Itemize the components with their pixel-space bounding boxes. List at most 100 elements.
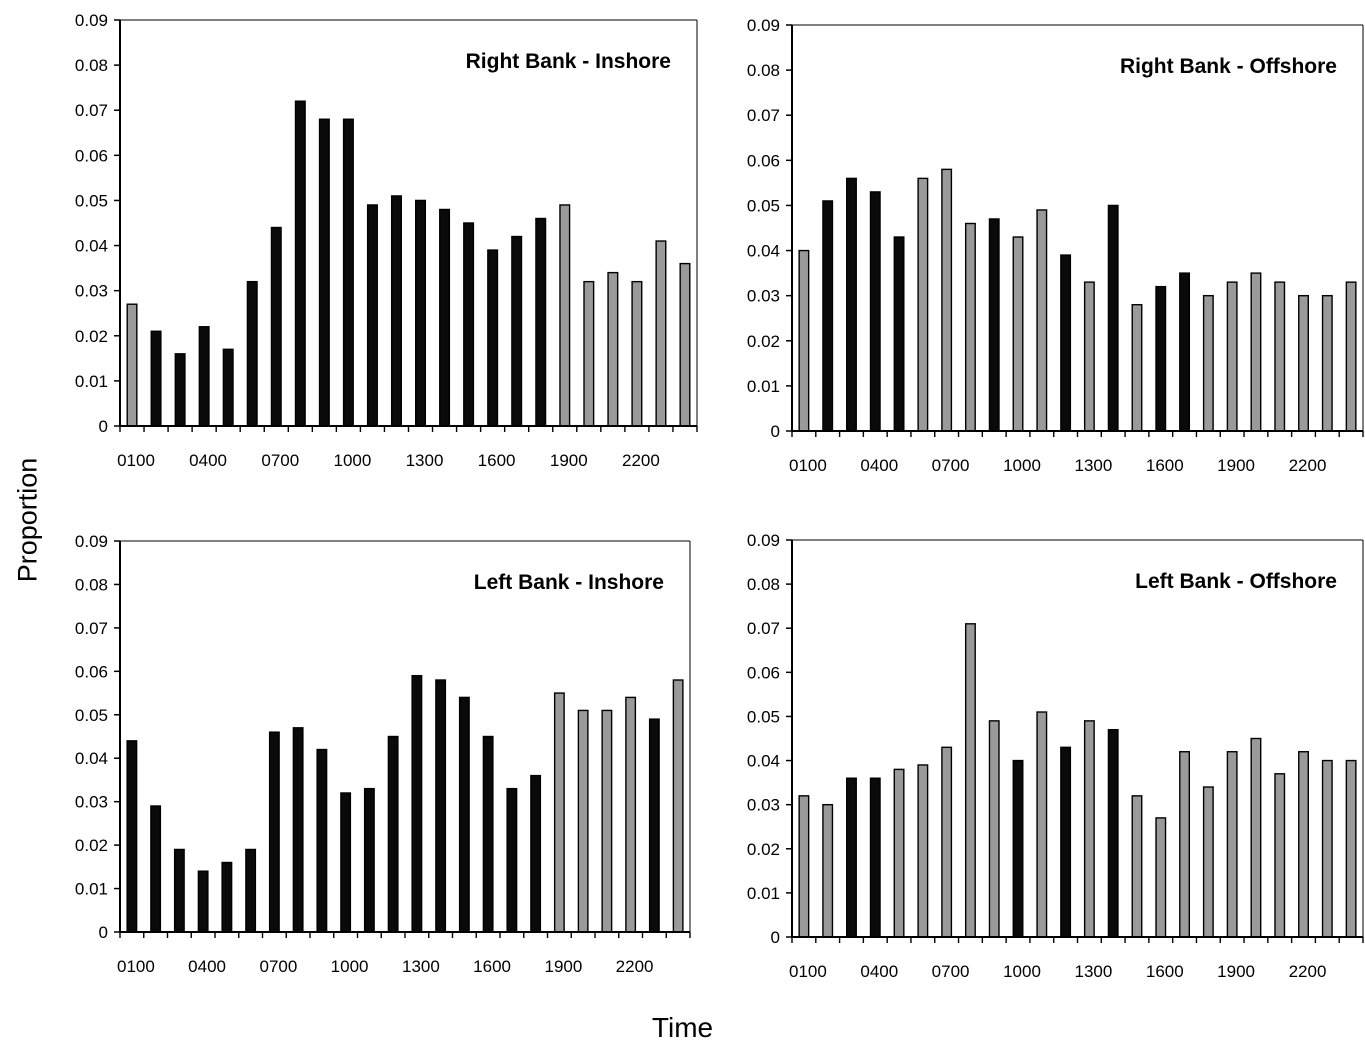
panel-title: Right Bank - Offshore <box>1120 55 1337 78</box>
x-tick-label: 2200 <box>1289 962 1327 981</box>
bar-0800 <box>294 100 306 427</box>
x-tick-label: 0400 <box>860 962 898 981</box>
x-tick-label: 0700 <box>932 962 970 981</box>
bar-0300 <box>174 353 186 427</box>
y-tick-label: 0.09 <box>747 16 780 35</box>
x-tick-label: 0400 <box>860 456 898 475</box>
bar-2300 <box>1321 759 1333 938</box>
x-tick-label: 1000 <box>333 451 371 470</box>
bar-2100 <box>1274 281 1286 432</box>
bar-0600 <box>245 848 257 933</box>
bar-1100 <box>366 204 378 427</box>
bar-0600 <box>917 177 929 432</box>
bar-0700 <box>941 168 953 432</box>
y-tick-label: 0.08 <box>747 575 780 594</box>
bar-0600 <box>246 280 258 427</box>
x-tick-label: 1900 <box>1217 456 1255 475</box>
panel-title: Left Bank - Offshore <box>1135 570 1337 593</box>
bar-1100 <box>363 787 375 933</box>
chart-panel-1: 0.09 0.08 0.07 0.06 0.05 0.04 0.03 0.02 0.01 0 010… <box>75 11 698 470</box>
bar-1500 <box>1131 303 1143 432</box>
y-tick-label: 0.02 <box>75 327 108 346</box>
bar-0800 <box>964 623 976 938</box>
bar-1700 <box>1179 751 1191 938</box>
bar-2000 <box>577 709 589 933</box>
bar-1000 <box>340 792 352 933</box>
bar-0900 <box>318 118 330 427</box>
x-tick-label: 0700 <box>261 451 299 470</box>
x-tick-label: 1900 <box>550 451 588 470</box>
y-tick-label: 0 <box>99 923 108 942</box>
x-tick-label: 1300 <box>406 451 444 470</box>
bar-0400 <box>197 870 209 933</box>
bar-2400 <box>1345 759 1357 938</box>
x-tick-label: 0700 <box>259 957 297 976</box>
y-tick-label: 0.03 <box>75 793 108 812</box>
bar-0800 <box>292 727 304 933</box>
y-tick-label: 0.09 <box>75 532 108 551</box>
bar-0400 <box>869 777 881 938</box>
panel-title: Right Bank - Inshore <box>466 50 671 73</box>
bar-0500 <box>893 768 905 938</box>
x-tick-label: 1000 <box>331 957 369 976</box>
x-tick-label: 2200 <box>622 451 660 470</box>
bar-1900 <box>1226 751 1238 938</box>
y-tick-label: 0.08 <box>75 56 108 75</box>
y-tick-label: 0.07 <box>747 619 780 638</box>
bar-0900 <box>988 720 1000 938</box>
y-tick-label: 0.07 <box>747 106 780 125</box>
x-tick-label: 1300 <box>1074 962 1112 981</box>
bar-0100 <box>798 795 810 938</box>
y-tick-label: 0.05 <box>747 196 780 215</box>
bar-1900 <box>1226 281 1238 432</box>
bar-0300 <box>846 777 857 938</box>
y-tick-label: 0.04 <box>75 749 108 768</box>
bar-1200 <box>1060 254 1072 432</box>
y-tick-label: 0.01 <box>75 372 108 391</box>
y-tick-label: 0.02 <box>747 332 780 351</box>
bar-0700 <box>941 746 953 938</box>
bar-0400 <box>869 191 881 432</box>
y-tick-label: 0 <box>771 422 780 441</box>
bar-1700 <box>1179 272 1191 432</box>
y-tick-label: 0.06 <box>75 662 108 681</box>
x-tick-label: 1600 <box>1146 962 1184 981</box>
bar-1900 <box>559 204 571 427</box>
x-tick-label: 1000 <box>1003 456 1041 475</box>
bar-2200 <box>1298 751 1309 938</box>
chart-panel-4: 0.09 0.08 0.07 0.06 0.05 0.04 0.03 0.02 0.01 0 010… <box>747 531 1364 981</box>
bar-2300 <box>1321 294 1333 432</box>
bar-1000 <box>1012 236 1024 432</box>
bar-1600 <box>487 249 499 427</box>
y-tick-label: 0.03 <box>75 282 108 301</box>
bar-0400 <box>198 326 210 427</box>
bar-0800 <box>964 222 976 432</box>
y-tick-label: 0.04 <box>75 237 108 256</box>
bar-2300 <box>655 240 667 427</box>
bar-2200 <box>631 280 643 427</box>
bar-1800 <box>1202 294 1214 432</box>
bar-0100 <box>798 249 810 432</box>
bar-1700 <box>506 787 518 933</box>
y-tick-label: 0.06 <box>747 663 780 682</box>
bar-2200 <box>1298 294 1309 432</box>
y-tick-label: 0.06 <box>747 151 780 170</box>
x-tick-label: 0400 <box>188 957 226 976</box>
bar-1500 <box>1131 795 1143 938</box>
bar-2300 <box>648 718 660 933</box>
bar-0700 <box>268 731 280 933</box>
bar-0200 <box>822 200 834 432</box>
bar-1600 <box>1155 817 1167 938</box>
y-tick-label: 0.03 <box>747 796 780 815</box>
y-tick-label: 0.01 <box>747 377 780 396</box>
x-tick-label: 1600 <box>478 451 516 470</box>
y-tick-label: 0.06 <box>75 146 108 165</box>
bar-1200 <box>1060 746 1072 938</box>
bar-1800 <box>1202 786 1214 938</box>
y-tick-label: 0.08 <box>75 575 108 594</box>
bar-2000 <box>583 280 595 427</box>
y-tick-label: 0.02 <box>75 836 108 855</box>
bar-2000 <box>1250 737 1262 938</box>
bar-1500 <box>463 222 475 427</box>
